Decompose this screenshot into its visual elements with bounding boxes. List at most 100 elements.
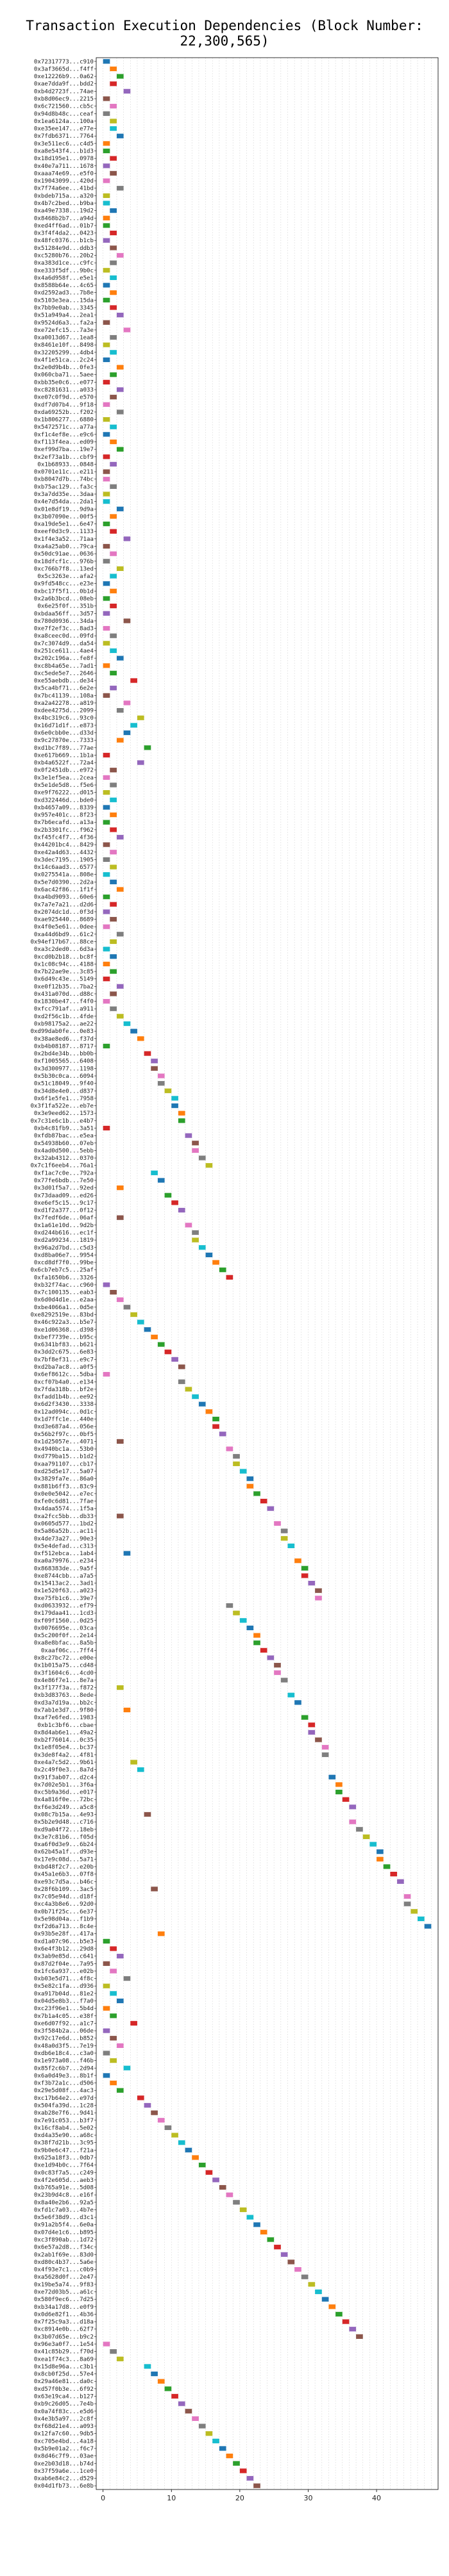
y-tick-label: 0xcd8df7f0...99be bbox=[34, 1260, 94, 1266]
y-tick-label: 0xd779ba15...b1d2 bbox=[34, 1454, 94, 1460]
y-tick-label: 0xf2d6a713...8c4e bbox=[34, 1924, 94, 1930]
transaction-bar bbox=[103, 141, 110, 146]
y-tick-label: 0x8461e10f...8498 bbox=[34, 342, 94, 349]
y-tick-label: 0xa2fcc5bb...db33 bbox=[34, 1514, 94, 1520]
transaction-bar bbox=[110, 648, 117, 654]
y-tick-label: 0x16d71d1f...e873 bbox=[34, 723, 94, 729]
transaction-bar bbox=[246, 2475, 254, 2481]
y-tick-label: 0x0076695e...03ca bbox=[34, 1625, 94, 1631]
y-tick-label: 0x3ab9e85d...c641 bbox=[34, 1954, 94, 1960]
y-tick-label: 0xe35ee147...e77e bbox=[34, 126, 94, 133]
chart-title: Transaction Execution Dependencies (Bloc… bbox=[26, 18, 423, 49]
transaction-bar bbox=[110, 275, 117, 281]
transaction-bar bbox=[403, 1894, 411, 1899]
y-tick-label: 0x5ca4bf71...6e2e bbox=[34, 686, 94, 692]
transaction-bar bbox=[103, 775, 110, 780]
y-tick-label: 0x881b6ff3...83c9 bbox=[34, 1483, 94, 1490]
transaction-bar bbox=[151, 2110, 158, 2115]
y-tick-label: 0x4e86f7e1...8e7a bbox=[34, 1678, 94, 1684]
y-tick-label: 0xd3e687a4...056e bbox=[34, 1424, 94, 1430]
transaction-bar bbox=[116, 74, 124, 79]
transaction-bar bbox=[192, 1237, 199, 1243]
y-tick-label: 0x202c196a...fe8f bbox=[34, 656, 94, 662]
y-tick-label: 0x6cb7eb7c5...25af bbox=[30, 1267, 94, 1274]
y-tick-label: 0xd1bc7f89...77ae bbox=[34, 745, 94, 752]
y-tick-label: 0x060cba71...5aee bbox=[34, 372, 94, 379]
transaction-bar bbox=[103, 223, 110, 228]
y-tick-label: 0x08c7b15a...4e93 bbox=[34, 1812, 94, 1818]
y-tick-label: 0x23b9d4c8...e16f bbox=[34, 2192, 94, 2199]
transaction-bar bbox=[315, 1737, 322, 1742]
y-tick-label: 0x54938b60...07eb bbox=[34, 1141, 94, 1147]
transaction-bar bbox=[110, 604, 117, 609]
transaction-bar bbox=[123, 2065, 131, 2070]
transaction-bar bbox=[198, 1401, 206, 1407]
y-tick-label: 0xa2a42278...a819 bbox=[34, 700, 94, 707]
y-tick-label: 0x7fda318b...bf2e bbox=[34, 1387, 94, 1393]
transaction-bar bbox=[116, 2043, 124, 2048]
transaction-bar bbox=[116, 1514, 124, 1519]
transaction-bar bbox=[301, 1715, 309, 1720]
y-tick-label: 0xd322446d...bde0 bbox=[34, 797, 94, 804]
transaction-bar bbox=[110, 81, 117, 87]
y-tick-label: 0x72317773...c910 bbox=[34, 59, 94, 65]
y-tick-label: 0xa6f0d3e9...6b24 bbox=[34, 1842, 94, 1848]
transaction-bar bbox=[137, 760, 144, 765]
y-tick-label: 0xe2b03d18...b74d bbox=[34, 2461, 94, 2467]
transaction-bar bbox=[116, 252, 124, 258]
y-tick-label: 0x6e0cbb0e...d33d bbox=[34, 731, 94, 737]
y-tick-label: 0x6341bf83...b621 bbox=[34, 1342, 94, 1348]
transaction-bar bbox=[198, 1245, 206, 1250]
transaction-bar bbox=[151, 1059, 158, 1064]
transaction-bar bbox=[110, 2058, 117, 2063]
transaction-bar bbox=[103, 924, 110, 929]
y-tick-label: 0x1f4e3a52...71aa bbox=[34, 536, 94, 543]
transaction-bar bbox=[178, 1207, 185, 1213]
y-tick-label: 0xa8e8bfac...8a5b bbox=[34, 1640, 94, 1647]
y-tick-label: 0xd2ba7ac8...a0f5 bbox=[34, 1364, 94, 1371]
transaction-bar bbox=[103, 454, 110, 459]
transaction-bar bbox=[103, 790, 110, 795]
transaction-bar bbox=[226, 1275, 233, 1280]
y-tick-label: 0xbb35e0c6...e077 bbox=[34, 379, 94, 386]
y-tick-label: 0xfa1650b6...3326 bbox=[34, 1275, 94, 1281]
transaction-bar bbox=[103, 499, 110, 504]
y-tick-label: 0x3af3665d...f4ff bbox=[34, 66, 94, 72]
transaction-bar bbox=[110, 864, 117, 870]
y-tick-label: 0x4f2e605d...aeb3 bbox=[34, 2177, 94, 2184]
transaction-bar bbox=[198, 1155, 206, 1160]
y-tick-label: 0xc17b64e2...e97d bbox=[34, 2095, 94, 2102]
y-tick-label: 0xd8ba06e7...9954 bbox=[34, 1252, 94, 1259]
y-tick-label: 0x5b2e9d48...c716 bbox=[34, 1819, 94, 1826]
transaction-bar bbox=[171, 1096, 178, 1101]
transaction-bar bbox=[157, 1073, 165, 1078]
transaction-bar bbox=[280, 1536, 288, 1541]
transaction-bar bbox=[342, 1797, 350, 1802]
y-tick-label: 0xbdeb715a...a320 bbox=[34, 193, 94, 199]
transaction-bar bbox=[171, 1357, 178, 1362]
y-tick-label: 0x6e4f3b12...29d8 bbox=[34, 1946, 94, 1953]
transaction-bar bbox=[103, 268, 110, 273]
y-tick-label: 0x7a7e7a21...d2d6 bbox=[34, 902, 94, 908]
transaction-bar bbox=[110, 66, 117, 72]
transaction-bar bbox=[164, 1193, 172, 1198]
y-tick-label: 0xdb6e18c4...c3a0 bbox=[34, 2051, 94, 2057]
y-tick-label: 0x32ab4312...0370 bbox=[34, 1155, 94, 1162]
y-tick-label: 0xd1a07c96...b5e3 bbox=[34, 1938, 94, 1945]
transaction-bar bbox=[192, 2155, 199, 2160]
y-tick-label: 0xa49e7338...19d2 bbox=[34, 208, 94, 215]
y-tick-label: 0x2c49f0e3...8a7d bbox=[34, 1767, 94, 1774]
transaction-bar bbox=[185, 1387, 192, 1392]
y-tick-label: 0x8588b64e...4c65 bbox=[34, 283, 94, 289]
y-tick-label: 0x56b2f97c...0bf5 bbox=[34, 1432, 94, 1438]
y-tick-label: 0xb8d06ec9...2215 bbox=[34, 96, 94, 103]
transaction-bar bbox=[151, 1334, 158, 1340]
y-tick-label: 0xc8281631...a033 bbox=[34, 387, 94, 393]
transaction-bar bbox=[103, 1938, 110, 1944]
transaction-bar bbox=[178, 2401, 185, 2406]
transaction-bar bbox=[116, 1998, 124, 2004]
y-tick-label: 0xa8e543f4...b1d3 bbox=[34, 149, 94, 155]
transaction-bar bbox=[103, 842, 110, 847]
y-tick-label: 0x1fc6a937...e02b bbox=[34, 1969, 94, 1975]
transaction-bar bbox=[123, 700, 131, 706]
